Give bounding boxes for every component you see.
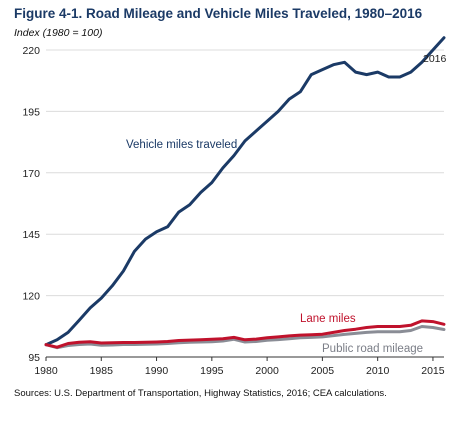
series-line-public-road-mileage <box>44 325 446 350</box>
series-line-lane-miles <box>44 319 446 349</box>
chart-subtitle: Index (1980 = 100) <box>14 27 103 39</box>
x-tick-label: 1980 <box>34 365 58 377</box>
chart-title: Figure 4-1. Road Mileage and Vehicle Mil… <box>14 6 423 21</box>
x-tick-label: 1985 <box>90 365 114 377</box>
x-tick-label: 1990 <box>145 365 169 377</box>
series-line-vehicle-miles-traveled <box>44 36 446 347</box>
end-year-label: 2016 <box>423 53 447 65</box>
y-tick-label: 145 <box>22 229 40 241</box>
x-tick-label: 2000 <box>255 365 279 377</box>
x-tick-label: 1995 <box>200 365 224 377</box>
lane-miles-label: Lane miles <box>300 313 356 325</box>
x-tick-label: 2010 <box>366 365 390 377</box>
y-tick-label: 95 <box>28 352 40 364</box>
x-tick-label: 2005 <box>311 365 335 377</box>
y-tick-label: 120 <box>22 291 40 303</box>
y-tick-label: 195 <box>22 106 40 118</box>
source-note: Sources: U.S. Department of Transportati… <box>14 388 387 399</box>
public-road-label: Public road mileage <box>322 343 423 355</box>
vehicle-miles-label: Vehicle miles traveled <box>126 139 237 151</box>
x-tick-label: 2015 <box>421 365 445 377</box>
y-tick-label: 220 <box>22 45 40 57</box>
y-tick-label: 170 <box>22 168 40 180</box>
